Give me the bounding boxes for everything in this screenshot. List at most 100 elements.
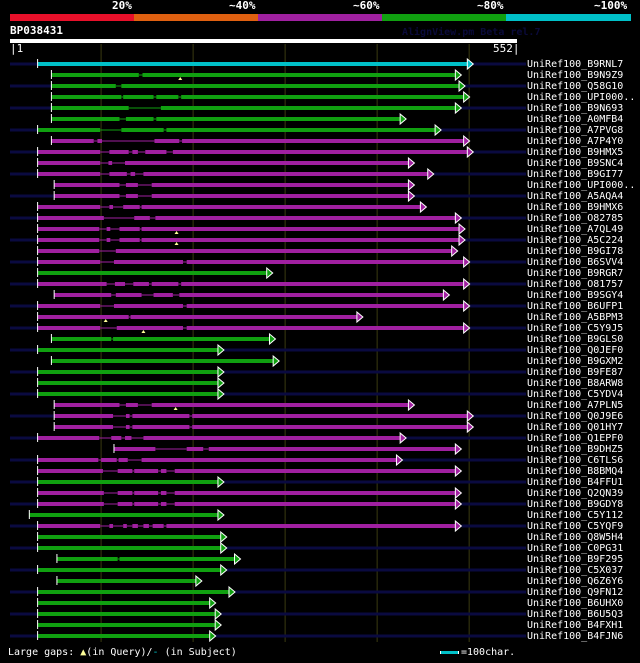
- hit-label[interactable]: UniRef100_UPI000..: [527, 92, 636, 103]
- hit-end-arrow-icon: [466, 409, 475, 423]
- aligned-segment: [37, 62, 468, 66]
- aligned-segment: [152, 524, 164, 528]
- hit-label[interactable]: UniRef100_B9N9Z9: [527, 70, 624, 81]
- query-gap-icon: [141, 330, 146, 333]
- hit-label[interactable]: UniRef100_O81757: [527, 279, 624, 290]
- hit-label[interactable]: UniRef100_B9SGY4: [527, 290, 624, 301]
- aligned-segment: [134, 502, 159, 506]
- hit-end-arrow-icon: [442, 288, 451, 302]
- aligned-segment: [132, 425, 190, 429]
- hit-label[interactable]: UniRef100_O82785: [527, 213, 624, 224]
- hit-label[interactable]: UniRef100_A7QL49: [527, 224, 624, 235]
- aligned-segment: [37, 150, 101, 154]
- hit-end-arrow-icon: [217, 508, 225, 522]
- hit-label[interactable]: UniRef100_Q8W5H4: [527, 532, 624, 543]
- hit-label[interactable]: UniRef100_B8BMQ4: [527, 466, 624, 477]
- aligned-segment: [119, 238, 140, 242]
- hit-end-arrow-icon: [454, 464, 463, 478]
- query-gap-icon: [103, 319, 108, 322]
- hit-label[interactable]: UniRef100_Q1EPF0: [527, 433, 624, 444]
- aligned-segment: [109, 524, 114, 528]
- aligned-segment: [132, 414, 190, 418]
- hit-label[interactable]: UniRef100_B9HMX5: [527, 147, 624, 158]
- hit-label[interactable]: UniRef100_C5YDV4: [527, 389, 624, 400]
- hit-label[interactable]: UniRef100_Q9FN12: [527, 587, 624, 598]
- hit-end-arrow-icon: [268, 332, 277, 346]
- hit-label[interactable]: UniRef100_B9GXM2: [527, 356, 624, 367]
- aligned-segment: [37, 612, 216, 616]
- aligned-segment: [134, 469, 159, 473]
- aligned-segment: [123, 95, 154, 99]
- hit-end-arrow-icon: [454, 68, 463, 82]
- aligned-segment: [125, 414, 130, 418]
- hit-label[interactable]: UniRef100_Q0J9E6: [527, 411, 624, 422]
- hit-label[interactable]: UniRef100_Q01HY7: [527, 422, 624, 433]
- hit-label[interactable]: UniRef100_B9RNL7: [527, 59, 624, 70]
- hit-label[interactable]: UniRef100_B9SNC4: [527, 158, 624, 169]
- hit-label[interactable]: UniRef100_B4FJN6: [527, 631, 624, 642]
- hit-label[interactable]: UniRef100_B9FE87: [527, 367, 624, 378]
- aligned-segment: [37, 546, 221, 550]
- aligned-segment: [115, 293, 142, 297]
- hit-label[interactable]: UniRef100_B9GI77: [527, 169, 624, 180]
- hit-label[interactable]: UniRef100_B6UHX0: [527, 598, 624, 609]
- hit-label[interactable]: UniRef100_B6UFP1: [527, 301, 624, 312]
- hit-label[interactable]: UniRef100_Q0JEF0: [527, 345, 624, 356]
- hit-label[interactable]: UniRef100_B8ARW8: [527, 378, 624, 389]
- query-gap-icon: ▲: [80, 647, 87, 658]
- hit-label[interactable]: UniRef100_B9F295: [527, 554, 624, 565]
- hit-label[interactable]: UniRef100_C6TLS6: [527, 455, 624, 466]
- hit-label[interactable]: UniRef100_A5BPM3: [527, 312, 624, 323]
- watermark: AlignView.pm Beta rel.7: [402, 27, 541, 38]
- hit-label[interactable]: UniRef100_B4FXH1: [527, 620, 624, 631]
- hit-label[interactable]: UniRef100_Q2QN39: [527, 488, 624, 499]
- aligned-segment: [160, 469, 167, 473]
- hit-label[interactable]: UniRef100_C5X037: [527, 565, 624, 576]
- hit-label[interactable]: UniRef100_A7PVG8: [527, 125, 624, 136]
- aligned-segment: [156, 117, 401, 121]
- aligned-segment: [37, 370, 218, 374]
- aligned-segment: [37, 568, 221, 572]
- hit-label[interactable]: UniRef100_B6U5Q3: [527, 609, 624, 620]
- hit-end-arrow-icon: [466, 420, 475, 434]
- hit-label[interactable]: UniRef100_Q6Z6Y6: [527, 576, 624, 587]
- hit-label[interactable]: UniRef100_A7P4Y0: [527, 136, 624, 147]
- aligned-segment: [56, 557, 118, 561]
- hit-label[interactable]: UniRef100_B4FFU1: [527, 477, 624, 488]
- hit-label[interactable]: UniRef100_A0MFB4: [527, 114, 624, 125]
- hit-label[interactable]: UniRef100_B9DHZ5: [527, 444, 624, 455]
- hit-end-arrow-icon: [454, 211, 463, 225]
- aligned-segment: [114, 282, 126, 286]
- hit-label[interactable]: UniRef100_B6SVV4: [527, 257, 624, 268]
- aligned-segment: [132, 524, 138, 528]
- hit-label[interactable]: UniRef100_A5AQA4: [527, 191, 624, 202]
- hit-label[interactable]: UniRef100_UPI000..: [527, 180, 636, 191]
- aligned-segment: [54, 403, 120, 407]
- hit-label[interactable]: UniRef100_B9GLS0: [527, 334, 624, 345]
- hit-label[interactable]: UniRef100_A5C224: [527, 235, 624, 246]
- aligned-segment: [141, 205, 421, 209]
- hit-end-arrow-icon: [399, 112, 407, 126]
- aligned-segment: [134, 216, 150, 220]
- hit-label[interactable]: UniRef100_B9GI78: [527, 246, 624, 257]
- aligned-segment: [121, 128, 164, 132]
- aligned-segment: [37, 216, 104, 220]
- hit-label[interactable]: UniRef100_B9GDY8: [527, 499, 624, 510]
- hit-label[interactable]: UniRef100_C5Y9J5: [527, 323, 624, 334]
- aligned-segment: [111, 436, 122, 440]
- hit-label[interactable]: UniRef100_B9N693: [527, 103, 624, 114]
- hit-end-arrow-icon: [434, 123, 442, 137]
- hit-label[interactable]: UniRef100_A7PLN5: [527, 400, 624, 411]
- hit-label[interactable]: UniRef100_Q58G10: [527, 81, 624, 92]
- hit-label[interactable]: UniRef100_C0PG31: [527, 543, 624, 554]
- aligned-segment: [192, 414, 468, 418]
- hit-label[interactable]: UniRef100_B9RGR7: [527, 268, 624, 279]
- hit-label[interactable]: UniRef100_B9HMX6: [527, 202, 624, 213]
- query-gap-icon: [174, 231, 179, 234]
- aligned-segment: [37, 590, 229, 594]
- hit-end-arrow-icon: [419, 200, 428, 214]
- hit-label[interactable]: UniRef100_C5Y112: [527, 510, 624, 521]
- hit-label[interactable]: UniRef100_C5YQF9: [527, 521, 624, 532]
- hit-end-arrow-icon: [427, 167, 435, 181]
- aligned-segment: [37, 502, 104, 506]
